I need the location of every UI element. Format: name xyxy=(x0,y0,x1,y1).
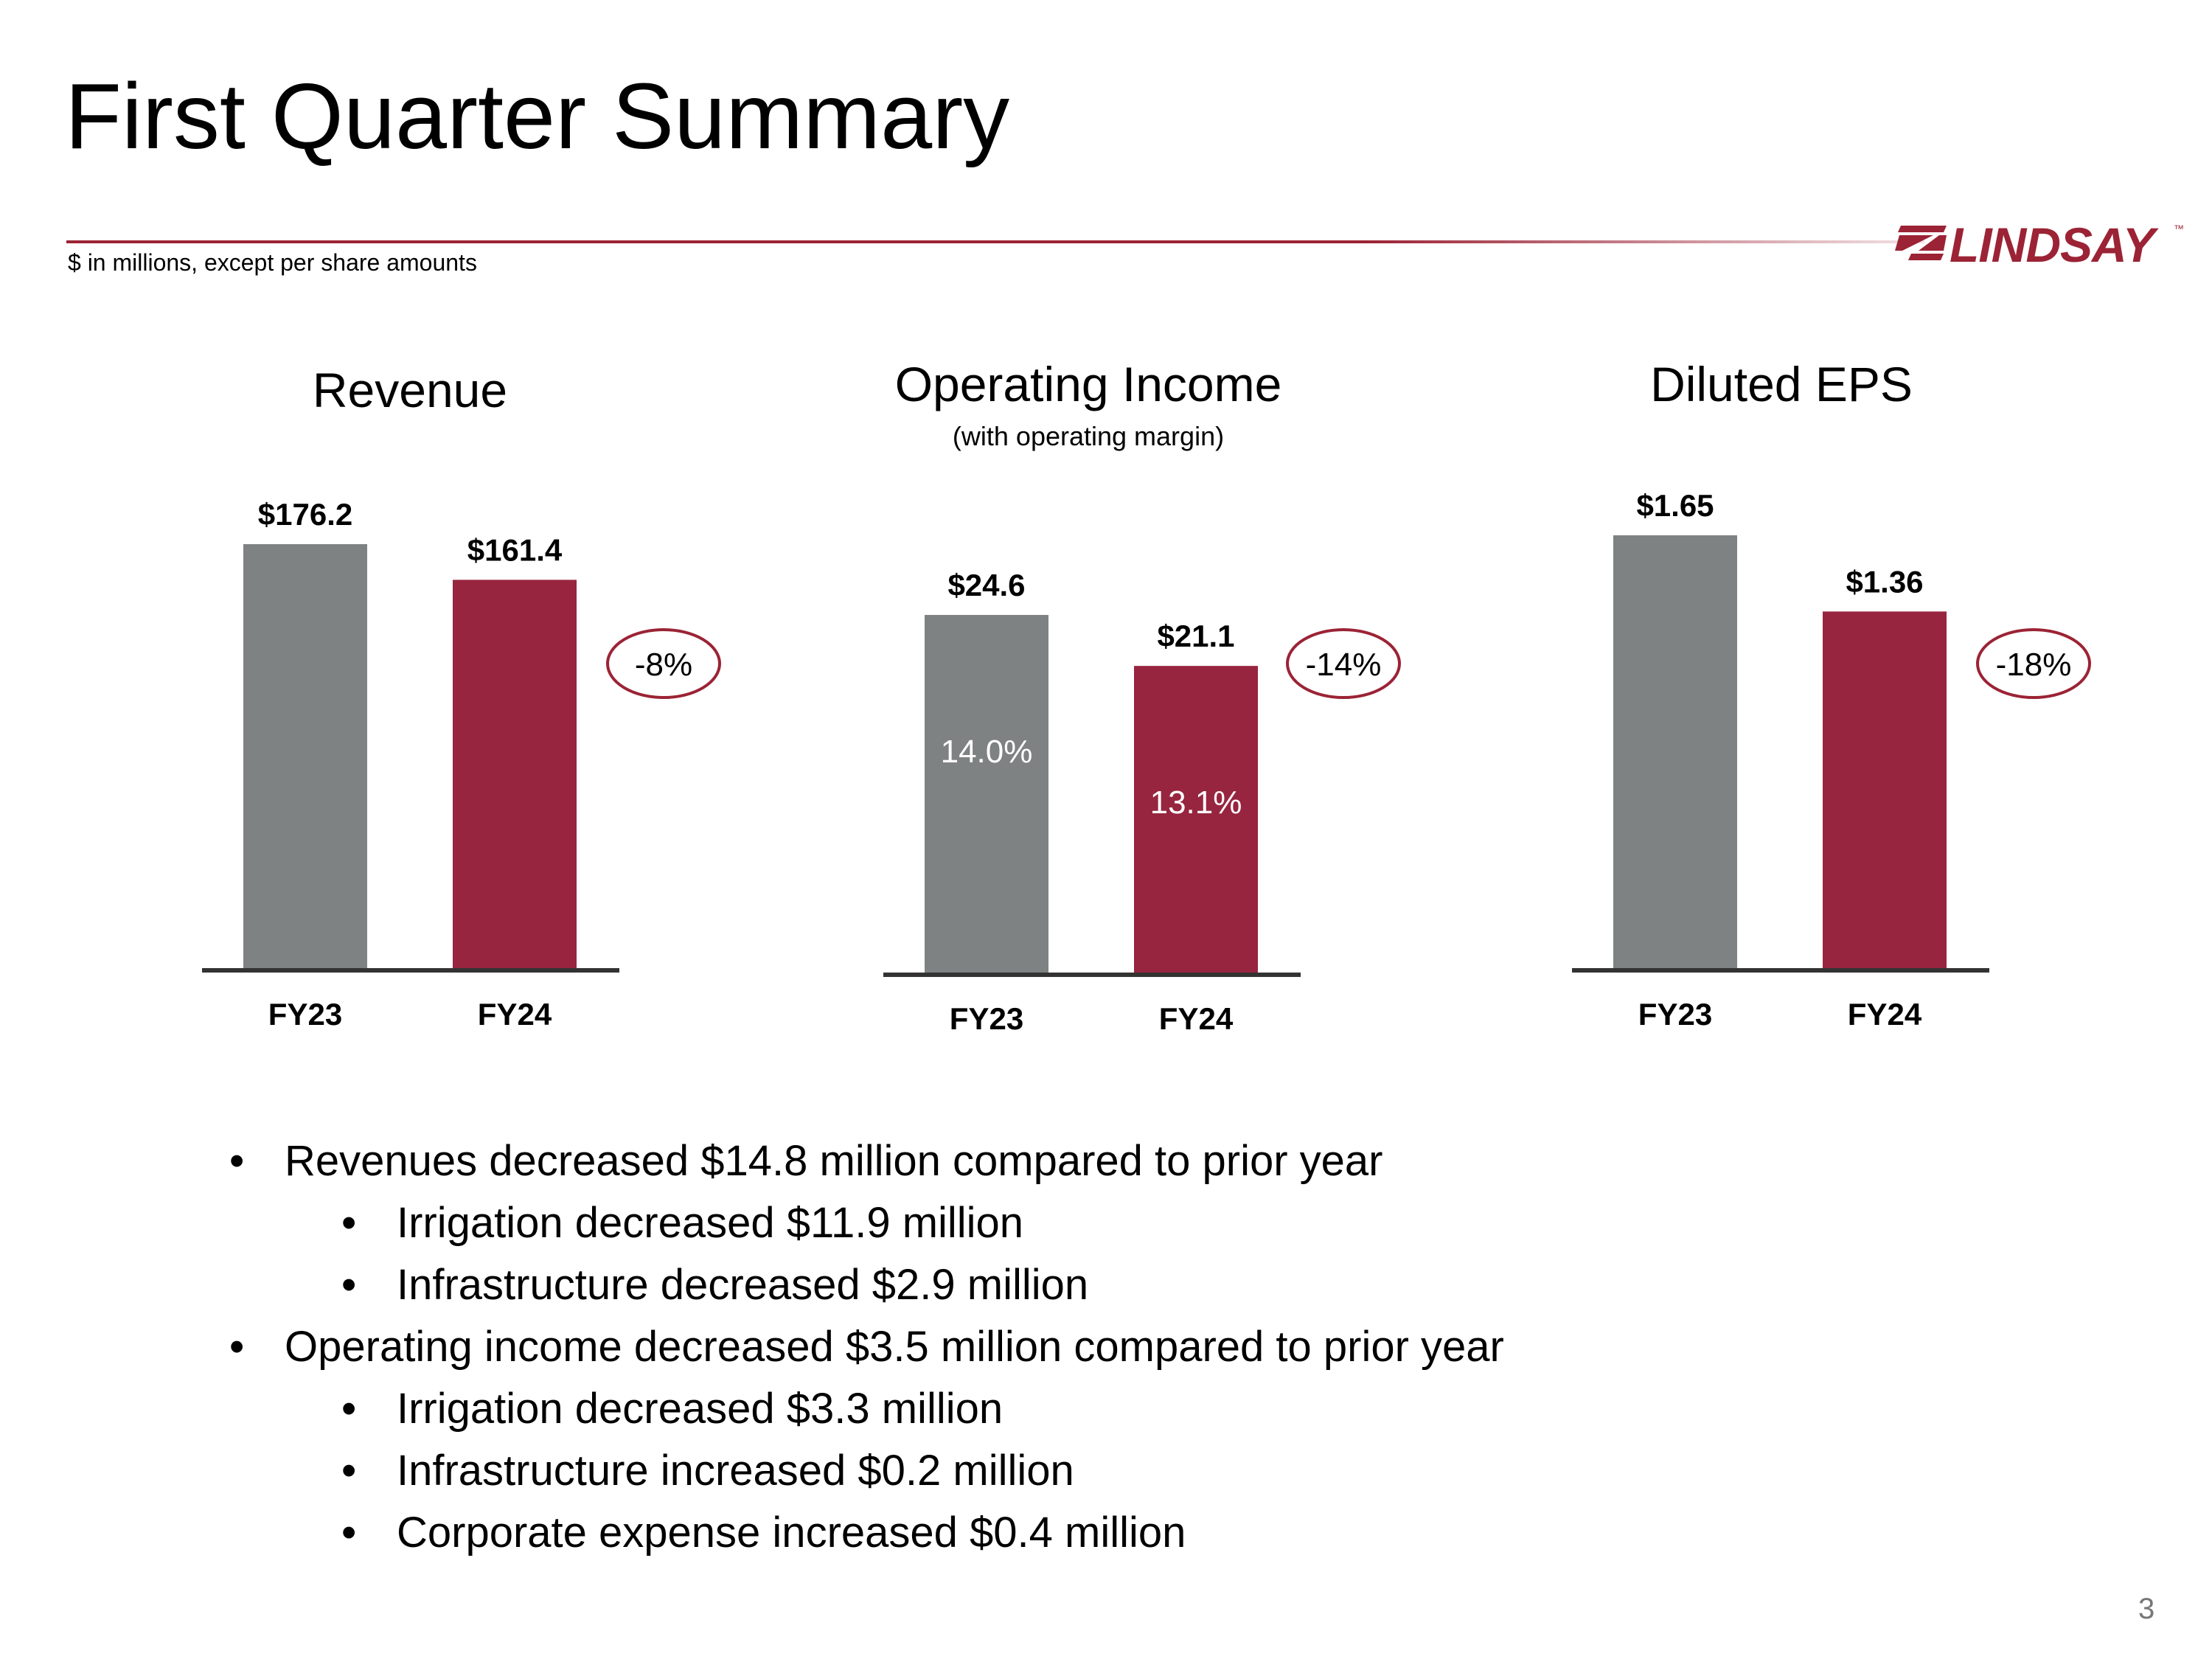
change-oval xyxy=(606,628,721,699)
chart-title: Operating Income xyxy=(895,357,1282,411)
lindsay-logo: LINDSAY ™ xyxy=(1895,218,2184,273)
x-tick-label: FY23 xyxy=(950,1001,1023,1036)
bullet-marker: • xyxy=(341,1199,357,1247)
bullet-marker: • xyxy=(341,1261,357,1309)
change-label: -8% xyxy=(635,647,692,683)
chart-title: Revenue xyxy=(313,363,507,417)
bullet-item: • Revenues decreased $14.8 million compar… xyxy=(229,1135,1383,1187)
bar-fy23 xyxy=(1613,535,1737,969)
sub-bullet-item: • Irrigation decreased $3.3 million xyxy=(341,1383,1004,1435)
page-number: 3 xyxy=(2138,1593,2155,1625)
logo-stripes-icon xyxy=(1895,226,1947,260)
bullet-text: Revenues decreased $14.8 million compare… xyxy=(285,1137,1383,1185)
margin-label: 13.1% xyxy=(1150,785,1242,821)
logo-wordmark: LINDSAY xyxy=(1950,218,2155,272)
diluted-eps-chart: Diluted EPS $1.65 FY23 $1.36 FY24 -18% xyxy=(1519,354,2091,1062)
change-label: -14% xyxy=(1306,647,1382,683)
sub-bullet-item: • Infrastructure increased $0.2 million xyxy=(341,1445,1074,1497)
bullet-text: Infrastructure decreased $2.9 million xyxy=(397,1261,1089,1309)
bullet-text: Irrigation decreased $3.3 million xyxy=(397,1385,1004,1433)
bar-fy23 xyxy=(243,544,367,969)
bar-fy24 xyxy=(453,580,577,969)
chart-svg: Diluted EPS $1.65 FY23 $1.36 FY24 -18% xyxy=(1572,357,2091,1032)
bar-value-label: $161.4 xyxy=(467,532,563,567)
bullet-text: Operating income decreased $3.5 million … xyxy=(285,1323,1504,1371)
bar-value-label: $21.1 xyxy=(1157,619,1234,653)
change-oval xyxy=(1976,628,2091,699)
sub-bullet-item: • Corporate expense increased $0.4 millio… xyxy=(341,1507,1186,1559)
page-title: First Quarter Summary xyxy=(65,64,1010,168)
bullet-marker: • xyxy=(341,1447,357,1495)
operating-income-chart: Operating Income (with operating margin) $… xyxy=(826,354,1401,1062)
chart-svg: Revenue $176.2 FY23 $161.4 FY24 -8% xyxy=(202,363,721,1032)
bar-value-label: $1.65 xyxy=(1636,488,1714,523)
title-divider xyxy=(66,240,1924,243)
x-tick-label: FY23 xyxy=(1638,997,1712,1032)
x-tick-label: FY24 xyxy=(1159,1001,1234,1036)
bar-value-label: $176.2 xyxy=(258,497,352,532)
bullet-text: Infrastructure increased $0.2 million xyxy=(397,1447,1074,1495)
bullet-text: Corporate expense increased $0.4 million xyxy=(397,1509,1186,1557)
bullet-marker: • xyxy=(341,1509,357,1557)
bar-fy24 xyxy=(1134,666,1258,973)
chart-svg: Operating Income (with operating margin) $… xyxy=(883,357,1401,1036)
sub-bullet-item: • Infrastructure decreased $2.9 million xyxy=(341,1259,1089,1311)
bar-value-label: $24.6 xyxy=(947,568,1025,602)
change-oval xyxy=(1286,628,1401,699)
chart-title: Diluted EPS xyxy=(1650,357,1913,411)
revenue-chart: Revenue $176.2 FY23 $161.4 FY24 -8% xyxy=(147,354,721,1062)
x-tick-label: FY24 xyxy=(1848,997,1922,1032)
bullet-item: • Operating income decreased $3.5 million… xyxy=(229,1321,1504,1373)
bar-fy24 xyxy=(1823,611,1947,969)
x-tick-label: FY24 xyxy=(478,997,552,1032)
sub-bullet-item: • Irrigation decreased $11.9 million xyxy=(341,1197,1024,1249)
chart-subtitle: (with operating margin) xyxy=(953,421,1224,451)
bullet-text: Irrigation decreased $11.9 million xyxy=(397,1199,1024,1247)
bullet-marker: • xyxy=(229,1323,245,1371)
x-tick-label: FY23 xyxy=(268,997,342,1032)
units-note: $ in millions, except per share amounts xyxy=(68,249,477,276)
logo-trademark: ™ xyxy=(2174,223,2184,234)
bar-fy23 xyxy=(925,615,1048,973)
bullet-marker: • xyxy=(341,1385,357,1433)
bar-value-label: $1.36 xyxy=(1846,564,1923,599)
bullet-marker: • xyxy=(229,1137,245,1185)
margin-label: 14.0% xyxy=(941,734,1033,770)
change-label: -18% xyxy=(1996,647,2072,683)
